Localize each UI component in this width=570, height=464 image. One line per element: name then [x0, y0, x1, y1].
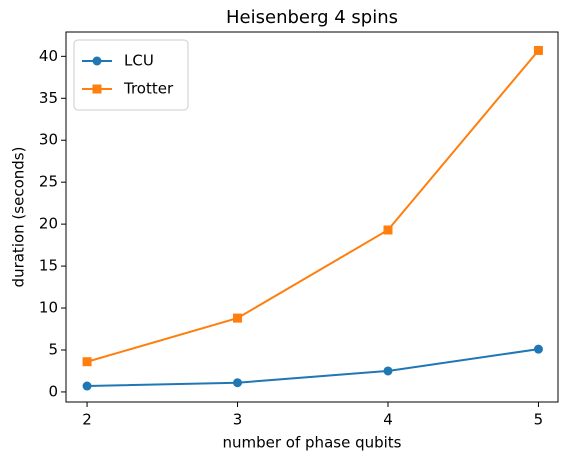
legend-marker [92, 56, 102, 66]
marker [533, 344, 543, 354]
series-line [87, 348, 539, 388]
legend-label: Trotter [123, 80, 174, 98]
marker [383, 366, 393, 376]
legend-label: LCU [124, 52, 154, 70]
y-tick-label: 5 [48, 340, 58, 358]
marker [233, 378, 243, 388]
marker [533, 45, 543, 55]
series-line [86, 49, 540, 363]
y-tick-label: 15 [39, 257, 58, 275]
y-axis-label: duration (seconds) [10, 147, 28, 288]
legend-marker [92, 84, 102, 94]
y-tick-label: 40 [39, 47, 58, 65]
y-tick-label: 35 [39, 89, 58, 107]
chart-title: Heisenberg 4 spins [226, 7, 398, 28]
x-tick-label: 3 [233, 411, 243, 429]
x-tick-label: 5 [534, 411, 544, 429]
plot-frame [65, 31, 559, 403]
y-tick-label: 20 [39, 215, 58, 233]
x-tick-label: 2 [82, 411, 92, 429]
y-tick-label: 30 [39, 131, 58, 149]
x-tick-label: 4 [383, 411, 393, 429]
y-tick-label: 0 [48, 382, 58, 400]
marker [82, 357, 92, 367]
marker [233, 313, 243, 323]
marker [383, 225, 393, 235]
x-axis-label: number of phase qubits [223, 434, 402, 452]
y-tick-label: 25 [39, 173, 58, 191]
y-tick-label: 10 [39, 299, 58, 317]
marker [82, 381, 92, 391]
legend-box [73, 39, 189, 111]
